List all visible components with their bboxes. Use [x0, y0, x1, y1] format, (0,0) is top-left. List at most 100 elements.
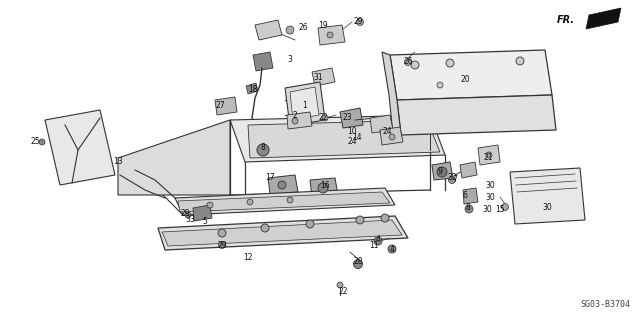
Circle shape [374, 237, 382, 245]
Polygon shape [380, 127, 403, 145]
Circle shape [322, 115, 328, 121]
Circle shape [381, 214, 389, 222]
Circle shape [516, 57, 524, 65]
Text: 2: 2 [292, 110, 298, 120]
Circle shape [286, 26, 294, 34]
Polygon shape [158, 216, 408, 250]
Circle shape [306, 220, 314, 228]
Polygon shape [460, 162, 477, 178]
Text: 5: 5 [203, 218, 207, 226]
Text: 6: 6 [463, 191, 467, 201]
Text: 15: 15 [495, 205, 505, 214]
Polygon shape [432, 162, 453, 180]
Text: 8: 8 [260, 144, 266, 152]
Polygon shape [193, 205, 212, 221]
Text: 14: 14 [352, 132, 362, 142]
Polygon shape [255, 20, 282, 40]
Circle shape [449, 176, 456, 183]
Circle shape [287, 197, 293, 203]
Text: 27: 27 [215, 100, 225, 109]
Text: 9: 9 [438, 167, 442, 176]
Polygon shape [310, 178, 338, 197]
Circle shape [185, 212, 191, 218]
Circle shape [465, 205, 473, 213]
Circle shape [292, 118, 298, 124]
Polygon shape [340, 108, 363, 128]
Text: 21: 21 [483, 152, 493, 161]
Circle shape [502, 204, 509, 211]
Text: 33: 33 [185, 216, 195, 225]
Text: 19: 19 [318, 20, 328, 29]
Polygon shape [285, 82, 325, 126]
Circle shape [404, 58, 412, 65]
Circle shape [411, 61, 419, 69]
Text: 8: 8 [466, 203, 470, 211]
Polygon shape [586, 8, 621, 29]
Text: 30: 30 [485, 194, 495, 203]
Circle shape [218, 241, 225, 249]
Circle shape [218, 229, 226, 237]
Circle shape [446, 59, 454, 67]
Text: FR.: FR. [557, 15, 575, 25]
Text: 12: 12 [243, 254, 253, 263]
Text: 17: 17 [265, 174, 275, 182]
Polygon shape [390, 50, 552, 100]
Polygon shape [215, 97, 237, 115]
Text: 16: 16 [320, 181, 330, 189]
Text: 29: 29 [217, 241, 227, 249]
Polygon shape [312, 68, 335, 86]
Text: SG03-B3704: SG03-B3704 [580, 300, 630, 309]
Circle shape [388, 245, 396, 253]
Text: 10: 10 [347, 128, 357, 137]
Circle shape [278, 181, 286, 189]
Polygon shape [253, 52, 273, 71]
Circle shape [356, 216, 364, 224]
Circle shape [39, 139, 45, 145]
Text: 3: 3 [287, 56, 292, 64]
Text: 7: 7 [452, 175, 458, 184]
Text: 28: 28 [353, 257, 363, 266]
Circle shape [261, 224, 269, 232]
Polygon shape [397, 95, 556, 135]
Polygon shape [162, 220, 402, 246]
Text: 26: 26 [298, 24, 308, 33]
Text: 24: 24 [382, 128, 392, 137]
Text: 18: 18 [248, 85, 258, 94]
Text: 26: 26 [403, 57, 413, 66]
Polygon shape [175, 188, 395, 215]
Polygon shape [318, 25, 345, 45]
Circle shape [356, 19, 364, 26]
Text: 31: 31 [313, 73, 323, 83]
Circle shape [486, 152, 492, 158]
Circle shape [327, 32, 333, 38]
Circle shape [353, 259, 362, 269]
Polygon shape [230, 115, 445, 162]
Polygon shape [370, 115, 393, 133]
Text: 30: 30 [542, 203, 552, 211]
Polygon shape [463, 188, 478, 204]
Text: 32: 32 [447, 174, 457, 182]
Text: 29: 29 [180, 209, 190, 218]
Circle shape [207, 202, 213, 208]
Polygon shape [45, 110, 115, 185]
Polygon shape [287, 112, 312, 129]
Text: 25: 25 [30, 137, 40, 146]
Polygon shape [478, 145, 500, 165]
Text: 22: 22 [339, 286, 348, 295]
Text: 30: 30 [485, 181, 495, 189]
Text: 30: 30 [482, 205, 492, 214]
Circle shape [318, 183, 328, 193]
Text: 4: 4 [376, 235, 380, 244]
Text: 22: 22 [318, 114, 328, 122]
Text: 23: 23 [342, 114, 352, 122]
Text: 29: 29 [353, 18, 363, 26]
Text: 13: 13 [113, 158, 123, 167]
Circle shape [337, 282, 343, 288]
Text: 4: 4 [390, 246, 394, 255]
Text: 1: 1 [303, 100, 307, 109]
Circle shape [257, 144, 269, 156]
Polygon shape [382, 52, 401, 135]
Polygon shape [510, 168, 585, 224]
Polygon shape [178, 192, 390, 212]
Polygon shape [290, 87, 319, 120]
